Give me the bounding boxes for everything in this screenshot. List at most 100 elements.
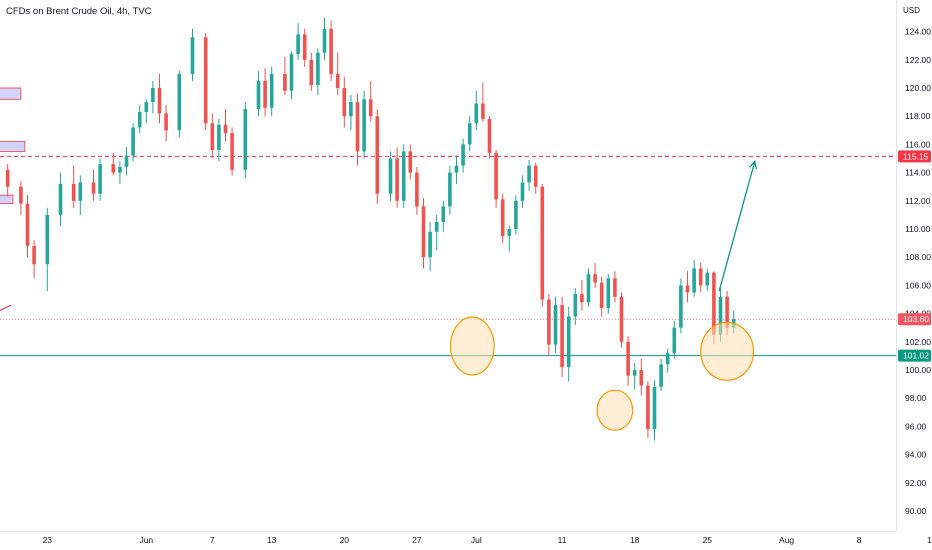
- candle-body: [705, 272, 710, 286]
- candle: [520, 175, 525, 208]
- candle-body: [527, 165, 531, 183]
- candle-body: [679, 285, 683, 328]
- candle-body: [283, 73, 287, 91]
- candle-body: [25, 203, 30, 246]
- price-tag-resistance: 115.15: [898, 150, 931, 163]
- y-tick-label: 114.00: [905, 168, 931, 178]
- candle-body: [342, 88, 347, 117]
- x-tick-label: 20: [340, 535, 350, 545]
- candle-body: [619, 296, 624, 342]
- pattern-circle-2: [700, 321, 755, 381]
- candle-body: [606, 278, 611, 308]
- candle: [421, 197, 426, 269]
- candle-body: [335, 73, 340, 88]
- candle-body: [408, 151, 413, 173]
- candle-body: [289, 54, 294, 91]
- candle: [243, 102, 248, 179]
- candle-body: [725, 296, 729, 328]
- candle-body: [316, 52, 320, 86]
- candle-body: [395, 158, 399, 201]
- candles-layer: [5, 17, 736, 441]
- candle: [705, 268, 710, 292]
- price-tags-layer: 115.15 103.60 101.02: [898, 150, 931, 362]
- candle-body: [428, 231, 432, 258]
- candle: [5, 164, 10, 197]
- candle: [606, 274, 611, 314]
- candle: [401, 144, 406, 208]
- x-tick-label: Jul: [471, 535, 482, 545]
- candle: [586, 268, 591, 307]
- candle-body: [639, 370, 644, 386]
- candle: [487, 116, 492, 159]
- candle-body: [672, 327, 677, 354]
- zones-layer: [0, 87, 26, 312]
- candle-body: [573, 293, 578, 317]
- candle-body: [349, 102, 353, 117]
- price-tag-support: 101.02: [898, 349, 931, 362]
- candle: [157, 73, 162, 124]
- candle: [217, 119, 221, 162]
- candle-body: [566, 316, 571, 368]
- candle-body: [256, 80, 261, 110]
- candle: [481, 82, 485, 122]
- candle: [599, 276, 604, 317]
- x-tick-label: 8: [857, 535, 862, 545]
- candle: [137, 104, 142, 134]
- candle: [289, 51, 294, 100]
- candle: [566, 306, 571, 382]
- candle-body: [593, 274, 597, 283]
- candle: [395, 147, 399, 208]
- candle-body: [520, 182, 525, 201]
- candle-body: [533, 165, 538, 187]
- candle-body: [355, 102, 360, 152]
- candle: [349, 95, 353, 131]
- candle: [639, 358, 644, 396]
- candle-body: [131, 127, 135, 156]
- candle-body: [302, 34, 307, 60]
- candle-body: [481, 103, 485, 120]
- candle-body: [375, 116, 380, 194]
- candle: [362, 90, 366, 159]
- candle-body: [230, 133, 234, 170]
- x-tick-label: 11: [558, 535, 567, 545]
- candle: [388, 151, 393, 201]
- candle-body: [692, 268, 696, 293]
- candle: [474, 90, 479, 131]
- candle-body: [441, 206, 446, 222]
- candle: [190, 28, 195, 81]
- x-tick-label: Jun: [139, 535, 153, 545]
- candle: [632, 362, 637, 390]
- candle: [91, 169, 96, 201]
- candle: [613, 271, 617, 303]
- candle-body: [434, 221, 439, 232]
- price-tag-box: [898, 349, 931, 362]
- zone-box-2: [0, 194, 14, 205]
- candle: [646, 381, 650, 438]
- candle: [316, 48, 320, 96]
- candle: [454, 155, 459, 184]
- y-tick-label: 120.00: [905, 83, 931, 93]
- candle-body: [421, 206, 426, 258]
- candle-body: [646, 385, 650, 430]
- time-axis[interactable]: 23 Jun 7 13 20 27 Jul 11 18 25 Aug 8 15: [43, 535, 932, 545]
- candle-body: [157, 88, 162, 114]
- candle-body: [553, 305, 558, 345]
- price-tag-label: 101.02: [903, 351, 929, 361]
- candle-body: [547, 299, 551, 345]
- candle-body: [118, 166, 122, 173]
- price-tag-label: 103.60: [903, 314, 929, 324]
- candle-body: [454, 165, 459, 173]
- candle: [151, 80, 155, 114]
- candle: [593, 262, 597, 289]
- candle-body: [712, 272, 716, 335]
- y-tick-label: 118.00: [905, 111, 931, 121]
- x-tick-label: 25: [703, 535, 713, 545]
- candle: [296, 23, 300, 60]
- candle: [527, 159, 531, 191]
- candle: [514, 195, 518, 235]
- candle: [619, 292, 624, 348]
- candle: [659, 358, 663, 392]
- candle-body: [309, 59, 314, 86]
